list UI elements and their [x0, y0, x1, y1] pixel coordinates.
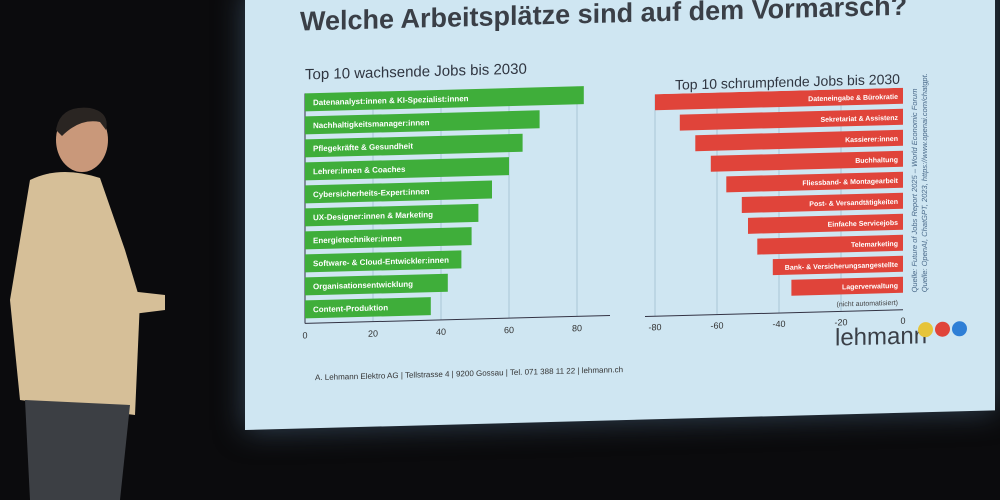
source-2: Quelle: OpenAI, ChatGPT, 2023, https://w…: [920, 73, 929, 293]
bar: [726, 171, 903, 193]
bar: [695, 129, 903, 152]
bar-label: UX-Designer:innen & Marketing: [313, 210, 433, 222]
bar: [305, 250, 462, 273]
bar-label: Software- & Cloud-Entwickler:innen: [313, 256, 449, 269]
shrink-chart: -80 -60 -40 -20 0 Dateneingabe & Bürokratie Se…: [645, 87, 906, 332]
bar: [679, 108, 903, 131]
bar-label: Kassierer:innen: [845, 136, 898, 144]
x-tick-label: -60: [710, 320, 723, 330]
presenter: [10, 107, 165, 500]
footer-address: A. Lehmann Elektro AG | Tellstrasse 4 | …: [315, 365, 624, 383]
x-tick-label: -20: [834, 317, 847, 327]
grow-chart: 0 20 40 60 80 Datenanalyst:innen & KI-Spezial…: [302, 86, 610, 340]
presentation-slide: Welche Arbeitsplätze sind auf dem Vormar…: [245, 0, 995, 430]
x-tick-label: 60: [504, 325, 514, 335]
bar: [305, 227, 472, 250]
bar-label: Pflegekräfte & Gesundheit: [313, 142, 413, 154]
phone-icon: [935, 321, 950, 337]
bar: [710, 150, 903, 172]
x-tick-label: 80: [572, 323, 582, 333]
bar-label: Fliessband- & Montagearbeit: [802, 178, 898, 188]
x-tick-label: -80: [648, 322, 661, 332]
bar-label: Telemarketing: [851, 241, 898, 249]
bar-label: Lagerverwaltung: [842, 283, 898, 291]
bar: [791, 276, 903, 296]
bar: [305, 157, 509, 181]
bar: [748, 213, 903, 234]
bar-label: Datenanalyst:innen & KI-Spezialist:innen: [313, 94, 469, 107]
bar: [305, 297, 431, 319]
source-note: Quelle: Future of Jobs Report 2025 – Wor…: [910, 73, 930, 293]
bar-label: Lehrer:innen & Coaches: [313, 165, 406, 176]
bar: [757, 234, 903, 255]
x-tick-label: 20: [368, 329, 378, 339]
bar: [772, 255, 903, 276]
x-axis: [645, 309, 903, 318]
bar-label: Sekretariat & Assistenz: [820, 115, 898, 124]
lightning-icon: [918, 321, 933, 338]
bar: [305, 180, 492, 204]
bar: [305, 86, 584, 112]
bar-label: Energietechniker:innen: [313, 234, 402, 245]
lehmann-logo: lehmann: [835, 322, 928, 352]
bar-label: Nachhaltigkeitsmanager:innen: [313, 118, 430, 130]
bar: [305, 203, 479, 227]
bar-label: Bank- & Versicherungsangestellte: [785, 262, 898, 272]
bar-label: Cybersicherheits-Expert:innen: [313, 187, 430, 199]
x-tick-label: -40: [772, 319, 785, 329]
bar: [741, 192, 903, 213]
source-1: Quelle: Future of Jobs Report 2025 – Wor…: [910, 88, 919, 293]
bar-label: Content-Produktion: [313, 303, 388, 314]
annotation: (nicht automatisiert): [837, 300, 898, 309]
bar-label: Organisationsentwicklung: [313, 280, 413, 292]
bar-label: Buchhaltung: [855, 157, 898, 165]
slide-title: Welche Arbeitsplätze sind auf dem Vormar…: [300, 0, 908, 37]
bar: [305, 110, 540, 135]
x-tick-label: 0: [302, 330, 307, 340]
check-icon: [952, 321, 967, 337]
bar-label: Dateneingabe & Bürokratie: [808, 94, 898, 103]
x-axis: [305, 314, 610, 324]
bar-label: Post- & Versandtätigkeiten: [809, 199, 898, 208]
bar-label: Einfache Servicejobs: [828, 220, 899, 229]
x-tick-label: 40: [436, 327, 446, 337]
bar: [305, 133, 523, 158]
grow-chart-title: Top 10 wachsende Jobs bis 2030: [305, 60, 527, 84]
x-tick-label: 0: [900, 316, 905, 326]
bar: [655, 87, 903, 111]
bar: [305, 273, 448, 296]
